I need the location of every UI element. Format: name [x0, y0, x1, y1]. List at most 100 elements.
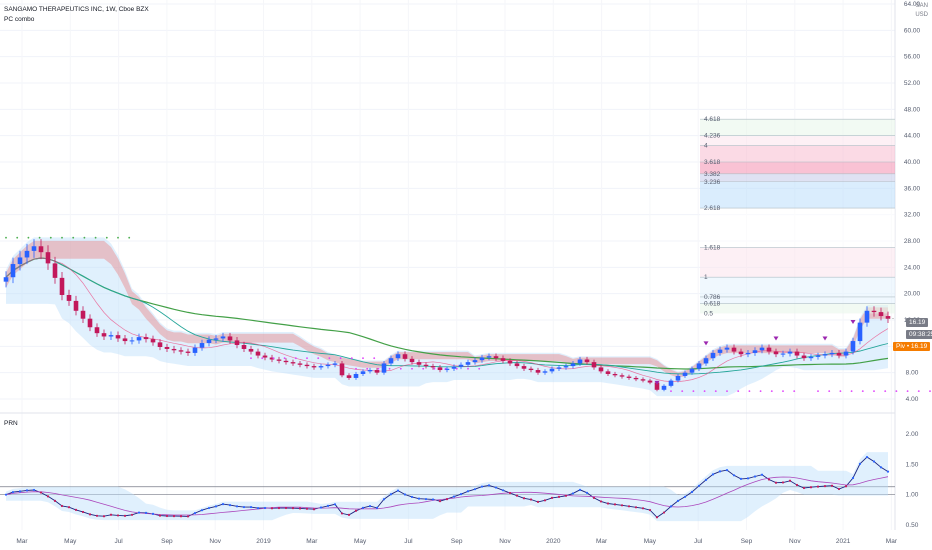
prn-point [536, 500, 540, 504]
prn-point [312, 508, 316, 511]
prn-point [333, 503, 337, 506]
fib-zone-band [700, 296, 895, 304]
prn-tick-label: 0.50 [906, 522, 919, 529]
prn-point [669, 505, 673, 508]
time-tick-label: 2020 [546, 538, 561, 545]
candle-body [297, 363, 303, 365]
candle-body [66, 294, 72, 301]
signal-dot [294, 357, 297, 360]
price-tick-label: 56.00 [904, 54, 921, 61]
candle-body [577, 359, 583, 364]
candle-body [717, 349, 723, 353]
candle-body [360, 371, 366, 374]
prn-point [67, 506, 71, 509]
candle-body [227, 336, 233, 341]
prn-point [347, 513, 351, 516]
cloud-band [6, 237, 888, 397]
candle-body [73, 300, 79, 311]
candle-body [38, 246, 44, 253]
prn-label[interactable]: PRN [4, 420, 18, 427]
candle-body [542, 371, 548, 373]
candle-body [829, 352, 835, 355]
prn-point [221, 503, 225, 506]
signal-dot [828, 390, 831, 392]
candle-body [808, 356, 814, 359]
signal-dot [339, 357, 342, 360]
prn-point [816, 485, 820, 488]
time-axis[interactable]: Mar May Jul Sep Nov 2019 Mar May Jul Sep Nov 2020 Ma… [16, 538, 897, 545]
prn-point [60, 504, 64, 508]
candle-body [332, 363, 338, 365]
candle-body [549, 368, 555, 372]
prn-axis[interactable]: 0.50 1.00 1.50 2.00 [906, 431, 919, 529]
candle-series[interactable] [3, 239, 895, 392]
candle-body [752, 350, 758, 353]
prn-point [641, 507, 645, 510]
fib-label: 4.618 [704, 116, 721, 123]
candle-body [521, 366, 527, 369]
red-cloud [6, 240, 888, 378]
prn-point [382, 498, 386, 501]
prn-point [424, 497, 428, 501]
prn-point [865, 455, 869, 459]
prn-point [879, 466, 883, 469]
signal-dot [261, 357, 264, 360]
candle-body [710, 352, 716, 359]
candle-body [423, 364, 429, 367]
candle-body [17, 257, 23, 265]
prn-point [830, 484, 834, 487]
indicator-label[interactable]: PC combo [4, 16, 35, 23]
candle-body [318, 366, 324, 368]
pivot-tag: Piv • 16.19 [893, 342, 931, 351]
prn-point [438, 500, 442, 503]
signal-dot [105, 236, 108, 239]
prn-point [214, 505, 218, 508]
prn-point [599, 500, 603, 503]
prn-point [529, 498, 533, 501]
candle-body [164, 346, 170, 349]
signal-dot [850, 390, 853, 392]
signal-dot [748, 390, 751, 392]
candle-body [514, 363, 520, 367]
candle-body [10, 264, 16, 278]
prn-point [417, 497, 421, 500]
prn-point [592, 496, 596, 500]
prn-point [480, 485, 484, 488]
signal-dot [377, 367, 380, 370]
prn-point [781, 481, 785, 484]
prn-point [18, 490, 22, 493]
fib-label: 1.618 [704, 245, 721, 252]
fib-label: 4.236 [704, 133, 721, 140]
candle-body [290, 362, 296, 364]
candle-body [598, 367, 604, 372]
prn-point [788, 479, 792, 482]
prn-point [585, 491, 589, 494]
prn-point [165, 514, 169, 518]
candle-body [584, 359, 590, 363]
prn-point [389, 493, 393, 496]
fib-label: 3.618 [704, 159, 721, 166]
signal-dot [355, 367, 357, 370]
candle-body [52, 263, 58, 278]
candle-body [192, 347, 198, 353]
candle-body [738, 351, 744, 355]
candle-body [563, 366, 569, 368]
signal-dot [906, 390, 909, 392]
candle-body [269, 357, 275, 360]
candle-body [465, 362, 471, 365]
prn-point [753, 475, 757, 478]
grid-lines [0, 0, 896, 530]
signal-dot [72, 236, 75, 239]
prn-point [648, 508, 652, 512]
prn-point [459, 493, 463, 496]
candle-body [591, 362, 597, 368]
price-tick-label: 4.00 [906, 396, 919, 403]
symbol-title[interactable]: SANGAMO THERAPEUTICS INC, 1W, Cboe BZX [4, 6, 149, 13]
prn-point [802, 486, 806, 490]
prn-point [704, 478, 708, 481]
candle-body [206, 339, 212, 344]
currency-box[interactable]: SAN USD [915, 2, 928, 20]
price-tick-label: 40.00 [904, 159, 921, 166]
